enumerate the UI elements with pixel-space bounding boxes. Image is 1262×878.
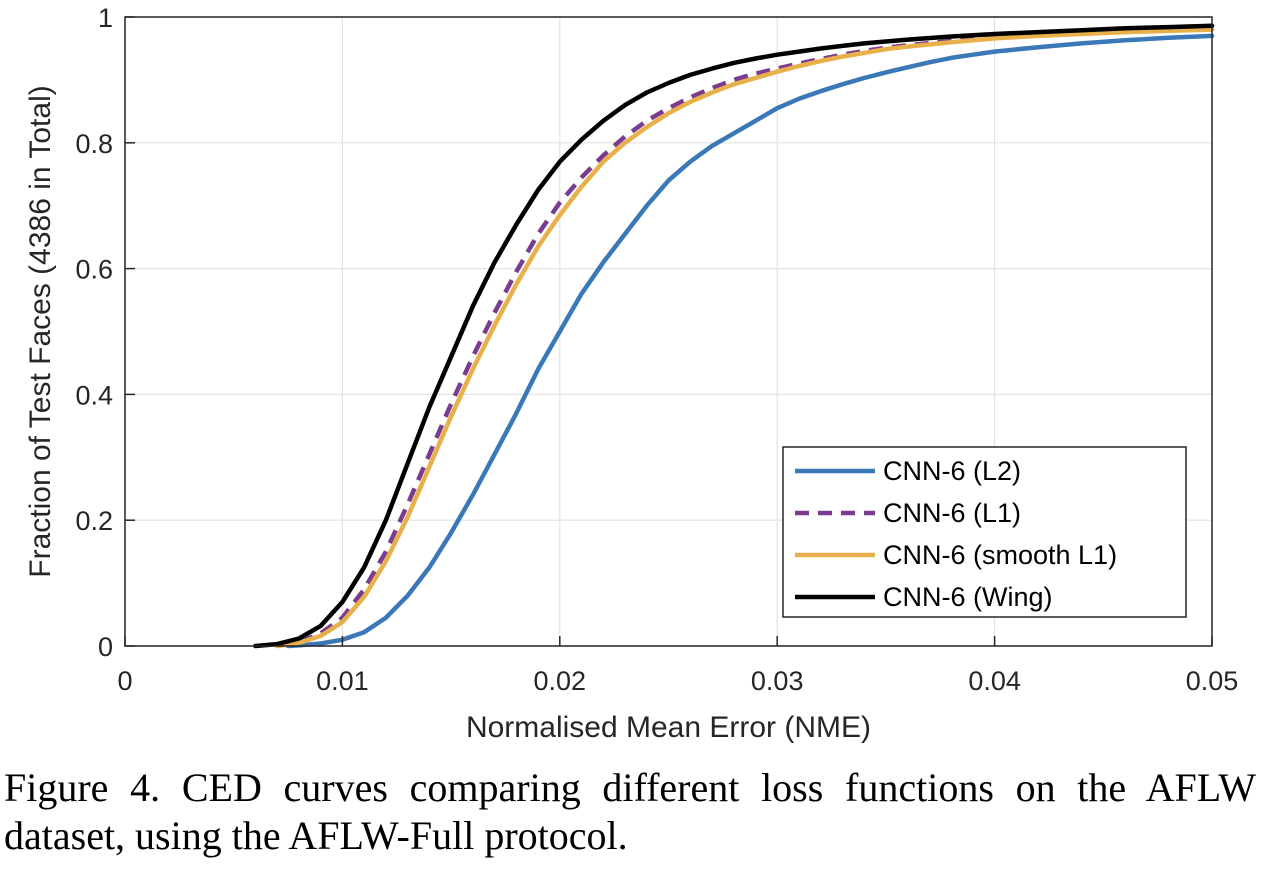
- plot-frame: [124, 16, 1213, 647]
- y-tick-label: 1: [98, 3, 113, 33]
- x-tick-label: 0.05: [1186, 666, 1239, 696]
- series-layer: [253, 23, 1215, 649]
- x-tick-label: 0.04: [968, 666, 1021, 696]
- legend-label-2: CNN-6 (L1): [883, 498, 1021, 528]
- x-tick-label: 0: [117, 666, 132, 696]
- axis-ticks: [124, 16, 1213, 647]
- y-tick-label: 0: [98, 632, 113, 662]
- legend: CNN-6 (L2) CNN-6 (L1) CNN-6 (smooth L1) CNN…: [782, 446, 1187, 618]
- y-axis-title: Fraction of Test Faces (4386 in Total): [24, 85, 57, 577]
- series-line-4: [253, 23, 1215, 649]
- axis-tick-labels: 0 0.01 0.02 0.03 0.04 0.05 0 0.2 0.4 0.6 0.8 1: [75, 3, 1238, 696]
- y-tick-label: 0.4: [75, 380, 113, 410]
- x-tick-label: 0.01: [316, 666, 369, 696]
- legend-label-1: CNN-6 (L2): [883, 456, 1021, 486]
- legend-label-3: CNN-6 (smooth L1): [883, 540, 1117, 570]
- y-tick-label: 0.2: [75, 506, 113, 536]
- ced-chart: 0 0.01 0.02 0.03 0.04 0.05 0 0.2 0.4 0.6 0.8 1 Norm…: [24, 3, 1238, 744]
- legend-label-4: CNN-6 (Wing): [883, 582, 1053, 612]
- series-line-3: [274, 27, 1215, 649]
- x-tick-label: 0.03: [751, 666, 804, 696]
- series-line-1: [285, 33, 1215, 649]
- y-tick-label: 0.8: [75, 129, 113, 159]
- y-tick-label: 0.6: [75, 255, 113, 285]
- legend-box: [782, 446, 1187, 618]
- x-axis-title: Normalised Mean Error (NME): [466, 711, 871, 744]
- x-tick-label: 0.02: [534, 666, 587, 696]
- figure-caption: Figure 4. CED curves comparing different…: [4, 765, 1256, 858]
